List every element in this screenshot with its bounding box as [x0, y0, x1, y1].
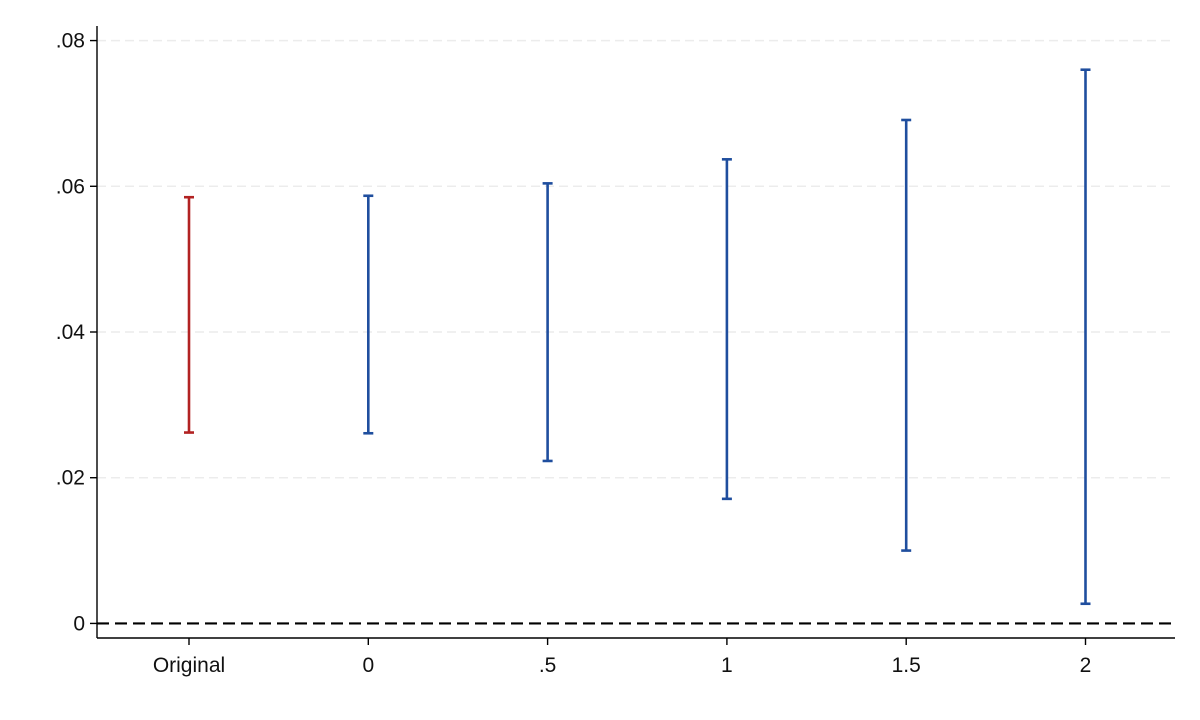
y-tick-label: .02	[56, 467, 85, 490]
x-tick-label: 1	[721, 654, 733, 677]
x-tick-label: 2	[1080, 654, 1092, 677]
y-tick-label: .06	[56, 175, 85, 198]
x-tick-label: Original	[153, 654, 225, 677]
ci-bar-1	[363, 194, 374, 435]
ci-bar-2	[542, 182, 553, 463]
grid-layer	[97, 39, 1175, 479]
axis-layer	[90, 26, 1175, 645]
y-tick-label: 0	[73, 612, 85, 635]
x-tick-label: 0	[362, 654, 374, 677]
ci-bar-0	[184, 195, 194, 434]
y-tick-label: .04	[56, 321, 86, 344]
y-tick-label: .08	[56, 30, 85, 53]
ci-bar-4	[901, 118, 912, 552]
ci-bar-3	[721, 158, 732, 501]
x-tick-label: .5	[539, 654, 557, 677]
x-tick-label: 1.5	[892, 654, 921, 677]
ci-bar-5	[1080, 68, 1091, 606]
interval-layer	[184, 68, 1091, 606]
label-layer: 0 .02 .04 .06 .08 Original 0 .5 1 1.5 2	[56, 30, 1092, 677]
